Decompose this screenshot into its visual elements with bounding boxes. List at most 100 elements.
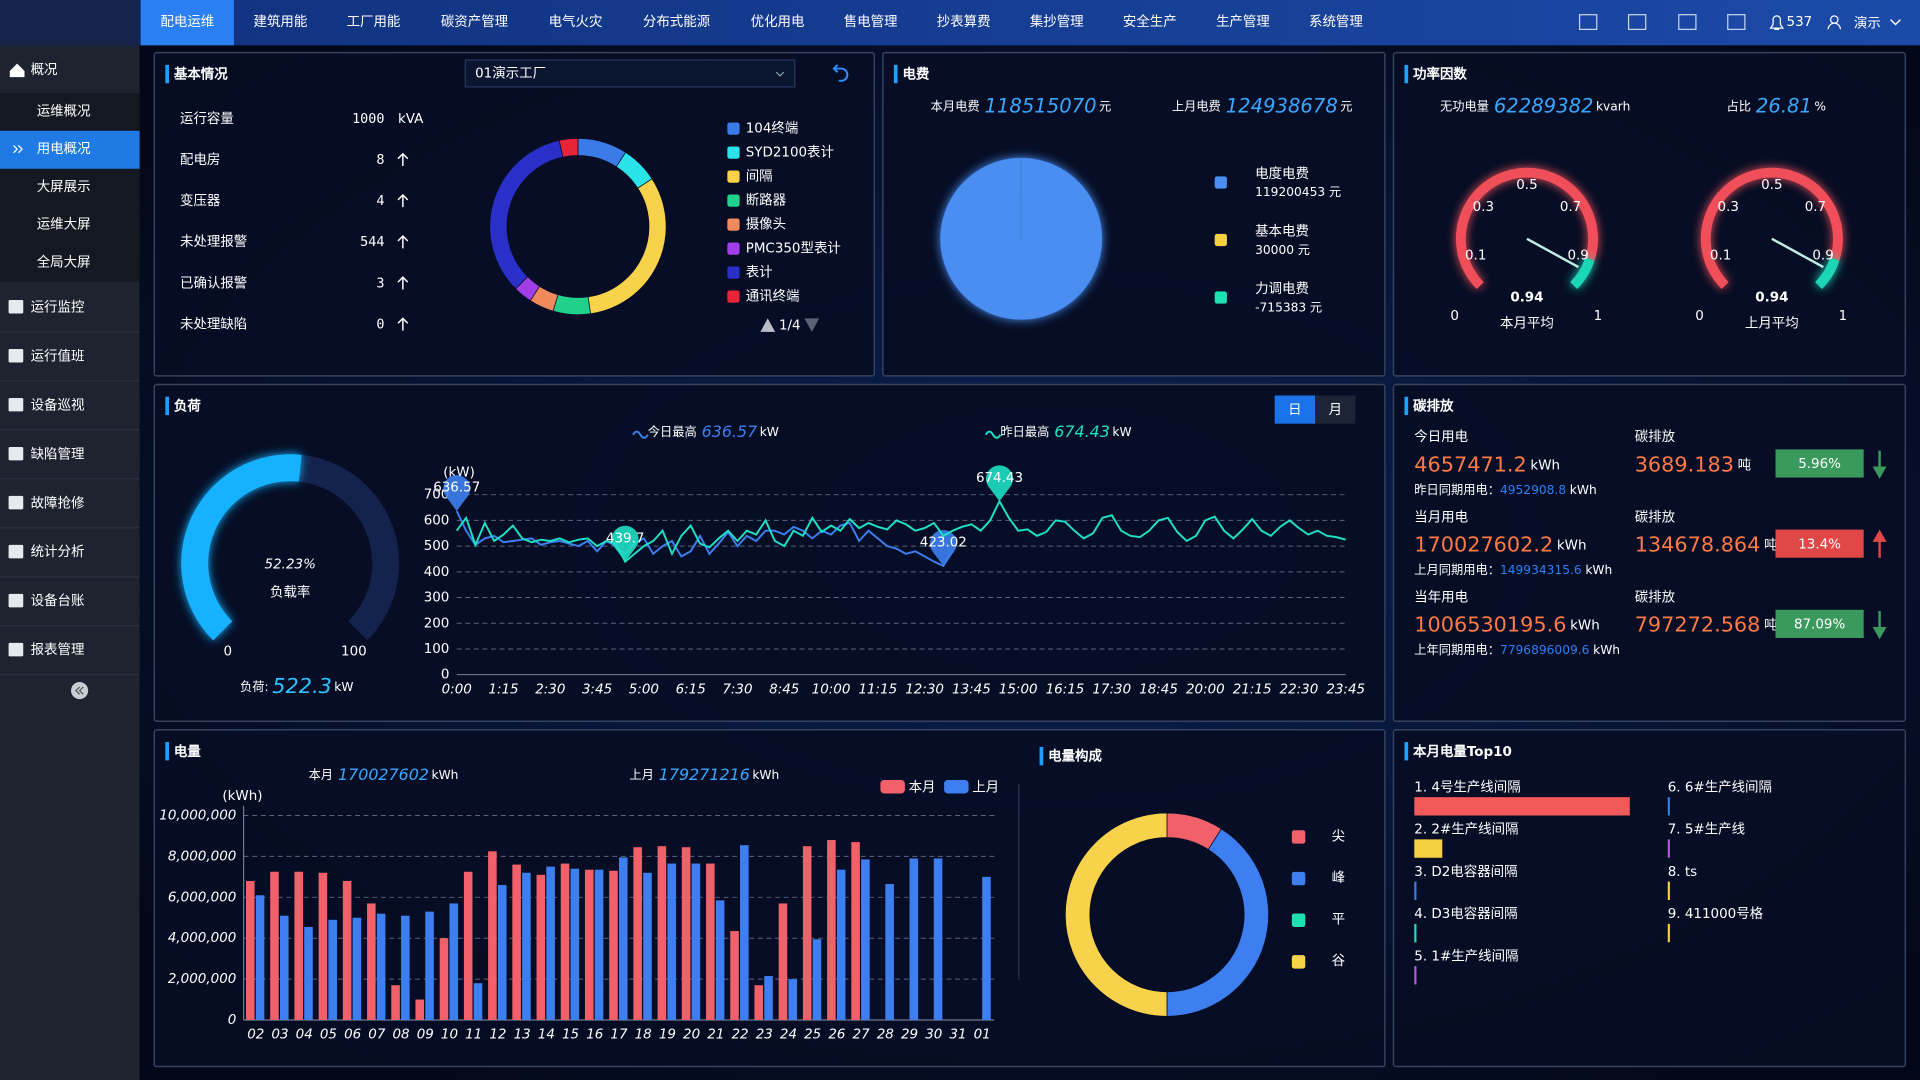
gauge-tick-label: 0.9	[1567, 248, 1588, 263]
user-name[interactable]: 演示	[1854, 15, 1881, 31]
menu-icon	[8, 397, 24, 412]
menu-item[interactable]: 设备台账	[31, 592, 85, 609]
menu-icon	[8, 446, 24, 461]
menu-item[interactable]: 运行监控	[31, 299, 85, 315]
bar	[851, 842, 860, 1020]
menu-item[interactable]: 报表管理	[31, 642, 85, 658]
bar	[618, 857, 628, 1020]
toolbar-icon[interactable]	[1578, 14, 1598, 30]
marker-pin	[443, 475, 471, 512]
legend-swatch	[727, 218, 740, 231]
site-select[interactable]	[464, 59, 796, 88]
bar	[754, 985, 764, 1020]
gauge-band	[1570, 257, 1595, 289]
nav-item[interactable]: 抄表算费	[937, 14, 991, 30]
gauge-value: 0.94	[1510, 291, 1543, 306]
menu-item[interactable]: 故障抢修	[31, 494, 85, 511]
menu-item[interactable]: 运行值班	[31, 348, 85, 364]
gauge-min: 0	[223, 644, 232, 659]
menu-icon	[8, 300, 24, 314]
nav-item[interactable]: 建筑用能	[254, 14, 308, 30]
submenu-item[interactable]: 大屏展示	[37, 179, 91, 195]
panel-title: 基本情况	[174, 66, 228, 83]
nav-item[interactable]: 售电管理	[844, 14, 898, 30]
y-tick-label: 200	[424, 616, 450, 631]
nav-item[interactable]: 工厂用能	[347, 14, 401, 30]
submenu-item[interactable]: 运维大屏	[37, 217, 91, 233]
unit: 元	[1298, 242, 1310, 256]
unit: kWh	[431, 768, 458, 782]
submenu-item[interactable]: 运维概况	[37, 103, 91, 119]
nav-item[interactable]: 碳资产管理	[441, 14, 508, 30]
label: 昨日同期用电：	[1414, 482, 1500, 496]
stat-value: 0	[376, 317, 384, 332]
toolbar-icon[interactable]	[1627, 14, 1647, 30]
x-tick-label: 19	[659, 1028, 676, 1043]
value: 522.3	[272, 674, 332, 698]
legend-swatch	[727, 242, 740, 255]
bell-icon[interactable]	[1769, 15, 1785, 30]
y-tick-label: 0	[441, 668, 450, 683]
value: 52.23	[265, 557, 304, 572]
x-tick-label: 10	[441, 1028, 458, 1043]
x-tick-label: 05	[320, 1028, 337, 1043]
bar	[367, 903, 376, 1020]
back-icon[interactable]	[832, 64, 849, 82]
y-tick-label: 300	[424, 591, 450, 606]
bar	[522, 872, 531, 1020]
value: 149934315.6	[1500, 563, 1582, 577]
menu-item[interactable]: 设备巡视	[31, 396, 85, 413]
energy-value: 1006530195.6 kWh	[1414, 613, 1599, 637]
nav-item[interactable]: 生产管理	[1216, 14, 1270, 30]
period-label[interactable]: 月	[1329, 403, 1342, 418]
period-toggle[interactable]	[1315, 395, 1356, 424]
panel	[153, 383, 1386, 722]
page-next[interactable]	[804, 318, 820, 332]
rank-bar	[1414, 923, 1417, 943]
carbon-value: 797272.568 吨	[1635, 613, 1778, 637]
bar	[982, 876, 991, 1020]
bar	[643, 872, 652, 1020]
marker-label: 636.57	[433, 481, 480, 496]
rank-label: 8. ts	[1668, 865, 1697, 880]
x-tick-label: 03	[271, 1028, 288, 1043]
nav-item[interactable]: 电气火灾	[549, 13, 603, 30]
unit: 元	[1340, 99, 1352, 113]
submenu-item[interactable]: 全局大屏	[37, 253, 91, 270]
stat-label: 变压器	[180, 193, 221, 209]
legend-label: 本月	[909, 779, 936, 795]
sidebar-home[interactable]: 概况	[31, 62, 58, 78]
value: -715383	[1255, 300, 1306, 314]
site-select-value[interactable]: 01演示工厂	[475, 65, 546, 81]
rank-label: 1. 4号生产线间隔	[1414, 779, 1520, 795]
period-toggle[interactable]	[1274, 395, 1316, 424]
bar	[449, 903, 459, 1020]
x-tick-label: 16	[586, 1028, 603, 1043]
reactive-energy: 无功电量 62289382 kvarh	[1440, 94, 1630, 117]
nav-item[interactable]: 安全生产	[1123, 13, 1177, 30]
page-indicator: 1/4	[779, 319, 801, 334]
nav-item[interactable]: 配电运维	[160, 14, 214, 30]
toolbar-icon[interactable]	[1727, 14, 1746, 30]
nav-item[interactable]: 集抄管理	[1030, 14, 1084, 30]
nav-item[interactable]: 分布式能源	[643, 14, 710, 30]
toolbar-icon[interactable]	[1678, 14, 1697, 30]
page-prev[interactable]	[760, 318, 776, 332]
nav-item[interactable]: 优化用电	[751, 14, 805, 30]
nav-item[interactable]: 系统管理	[1309, 14, 1363, 30]
panel-title: 电量	[174, 743, 201, 760]
menu-item[interactable]: 统计分析	[31, 544, 85, 560]
up-arrow	[397, 235, 409, 249]
bar	[909, 858, 919, 1020]
home-icon	[9, 63, 25, 78]
label: 无功电量	[1440, 99, 1489, 113]
menu-item[interactable]: 缺陷管理	[31, 446, 85, 462]
unit: kWh	[1593, 643, 1620, 657]
submenu-item[interactable]: 用电概况	[37, 141, 91, 157]
legend-swatch	[727, 266, 740, 279]
x-tick-label: 18	[635, 1028, 652, 1043]
bar	[391, 985, 400, 1020]
alarm-count[interactable]: 537	[1787, 15, 1813, 30]
period-label[interactable]: 日	[1288, 403, 1301, 418]
bar	[584, 869, 594, 1020]
